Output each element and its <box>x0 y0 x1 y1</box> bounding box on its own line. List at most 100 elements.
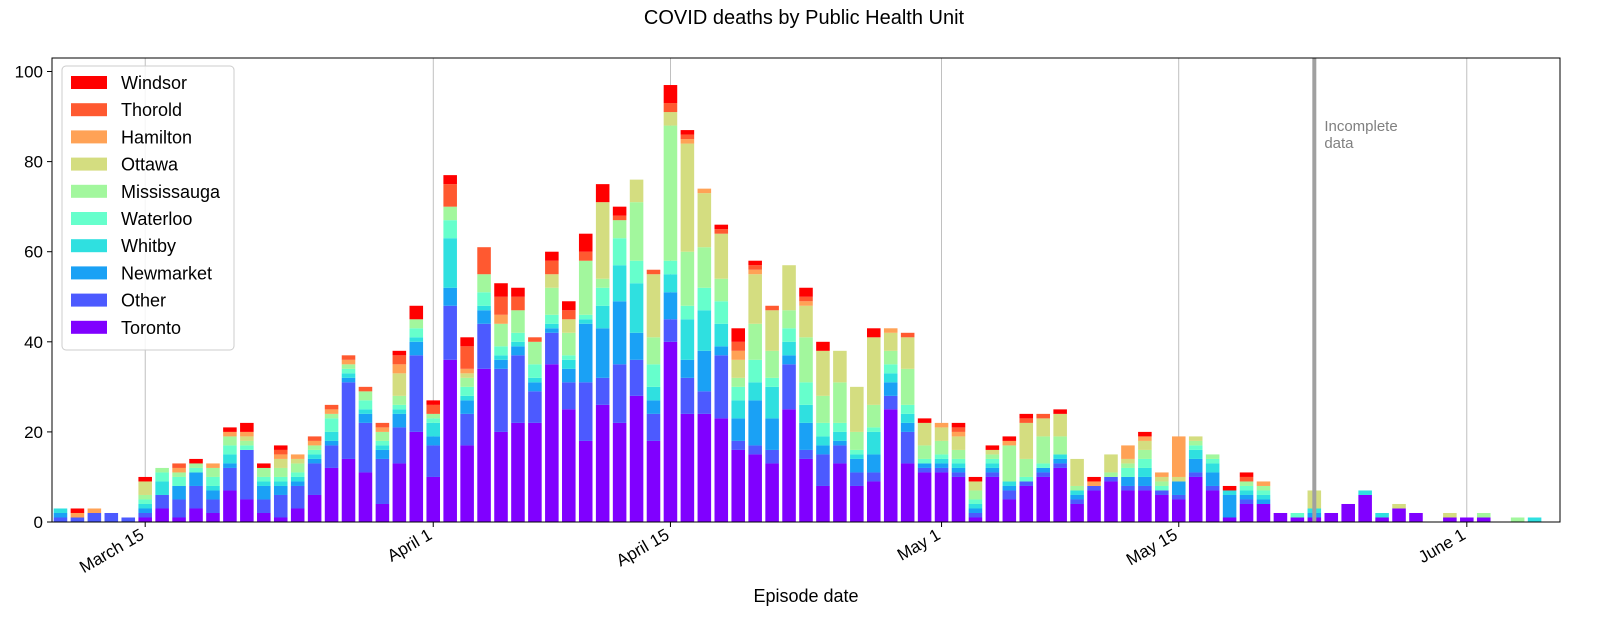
bar-hamilton-2020-05-12 <box>1121 445 1135 459</box>
bar-windsor-2020-05-19 <box>1239 472 1254 477</box>
bar-toronto-2020-05-18 <box>1222 517 1237 522</box>
bar-mississauga-2020-05-14 <box>1155 481 1169 486</box>
bar-mississauga-2020-03-26 <box>324 413 339 419</box>
bar-hamilton-2020-03-20 <box>223 431 237 437</box>
bar-mississauga-2020-05-08 <box>1053 436 1067 455</box>
bar-whitby-2020-04-05 <box>494 355 508 360</box>
bar-toronto-2020-05-05 <box>1002 499 1017 522</box>
bar-ottawa-2020-04-13 <box>629 179 644 203</box>
bar-ottawa-2020-04-30 <box>917 422 932 446</box>
bar-thorold-2020-03-25 <box>307 436 322 441</box>
bar-mississauga-2020-03-27 <box>341 364 356 369</box>
bar-newmarket-2020-04-25 <box>833 440 847 446</box>
bar-other-2020-05-08 <box>1053 463 1067 468</box>
bar-mississauga-2020-04-19 <box>731 377 746 387</box>
bar-mississauga-2020-05-01 <box>934 440 949 455</box>
bar-newmarket-2020-05-08 <box>1053 458 1067 464</box>
bar-waterloo-2020-04-04 <box>477 292 491 306</box>
bar-whitby-2020-04-10 <box>578 319 593 324</box>
bar-windsor-2020-04-10 <box>578 233 593 252</box>
bar-thorold-2020-04-10 <box>578 251 593 261</box>
bar-other-2020-05-14 <box>1155 490 1169 495</box>
bar-mississauga-2020-04-06 <box>511 310 525 333</box>
bar-ottawa-2020-04-22 <box>782 265 796 311</box>
bar-ottawa-2020-04-20 <box>748 274 762 324</box>
legend-label-windsor: Windsor <box>121 73 187 93</box>
bar-other-2020-04-11 <box>595 377 610 405</box>
bar-other-2020-03-12 <box>87 512 102 522</box>
bar-toronto-2020-05-01 <box>934 472 949 522</box>
bar-ottawa-2020-05-14 <box>1155 476 1169 482</box>
bar-other-2020-03-19 <box>206 499 220 513</box>
legend-label-thorold: Thorold <box>121 100 182 120</box>
bar-other-2020-04-28 <box>883 395 898 410</box>
bar-mississauga-2020-05-13 <box>1138 449 1152 459</box>
bar-toronto-2020-03-25 <box>307 494 322 522</box>
bar-toronto-2020-05-20 <box>1256 503 1271 522</box>
bar-other-2020-03-10 <box>53 517 68 522</box>
bar-newmarket-2020-05-15 <box>1171 481 1186 495</box>
bar-waterloo-2020-04-26 <box>850 449 864 455</box>
y-tick-label: 100 <box>15 63 43 82</box>
bar-toronto-2020-05-02 <box>951 476 966 522</box>
bar-mississauga-2020-03-23 <box>273 467 288 477</box>
bar-toronto-2020-04-14 <box>646 440 661 522</box>
bar-ottawa-2020-05-15 <box>1171 476 1186 482</box>
bar-whitby-2020-03-29 <box>375 445 390 450</box>
bar-waterloo-2020-04-25 <box>833 422 847 432</box>
x-tick-label: May 15 <box>1123 525 1181 569</box>
bar-mississauga-2020-06-02 <box>1476 512 1491 518</box>
bar-whitby-2020-04-08 <box>545 323 559 329</box>
bar-toronto-2020-03-16 <box>155 508 169 522</box>
bar-mississauga-2020-03-25 <box>307 445 322 450</box>
bar-thorold-2020-04-07 <box>528 337 542 342</box>
bar-mississauga-2020-04-09 <box>562 332 576 356</box>
bar-waterloo-2020-04-24 <box>816 422 830 437</box>
x-tick-label: May 1 <box>894 525 944 565</box>
bar-toronto-2020-03-20 <box>223 490 237 522</box>
bar-hamilton-2020-03-23 <box>273 454 288 459</box>
bar-hamilton-2020-03-25 <box>307 440 322 446</box>
bar-waterloo-2020-03-26 <box>324 418 339 432</box>
bar-mississauga-2020-03-22 <box>257 467 271 477</box>
bar-windsor-2020-05-03 <box>968 476 983 482</box>
bar-mississauga-2020-05-02 <box>951 449 966 459</box>
bar-toronto-2020-04-11 <box>595 404 610 522</box>
bar-ottawa-2020-04-26 <box>850 386 864 432</box>
bar-other-2020-03-17 <box>172 499 186 518</box>
bar-whitby-2020-04-13 <box>629 283 644 333</box>
bar-whitby-2020-05-02 <box>951 463 966 468</box>
bar-toronto-2020-04-16 <box>680 413 695 522</box>
bar-whitby-2020-04-04 <box>477 305 491 311</box>
bar-whitby-2020-04-21 <box>765 386 779 419</box>
bar-toronto-2020-05-24 <box>1324 512 1339 522</box>
bar-whitby-2020-04-14 <box>646 386 661 401</box>
bar-whitby-2020-04-09 <box>562 359 576 369</box>
bar-other-2020-05-16 <box>1188 472 1203 477</box>
bar-mississauga-2020-04-25 <box>833 382 847 423</box>
bar-toronto-2020-05-15 <box>1171 499 1186 522</box>
bar-waterloo-2020-04-16 <box>680 305 695 320</box>
legend-label-mississauga: Mississauga <box>121 182 221 202</box>
bar-whitby-2020-03-23 <box>273 481 288 486</box>
bar-toronto-2020-03-18 <box>189 508 203 522</box>
bar-whitby-2020-04-12 <box>612 265 627 302</box>
bar-whitby-2020-05-19 <box>1239 490 1254 495</box>
bar-mississauga-2020-04-13 <box>629 202 644 261</box>
bar-hamilton-2020-03-19 <box>206 463 220 468</box>
bar-other-2020-04-05 <box>494 368 508 432</box>
bar-toronto-2020-05-25 <box>1341 503 1355 522</box>
bar-whitby-2020-03-31 <box>409 337 424 342</box>
bar-toronto-2020-04-30 <box>917 472 932 522</box>
bar-whitby-2020-03-16 <box>155 481 169 495</box>
bar-other-2020-03-20 <box>223 467 237 491</box>
bar-thorold-2020-04-06 <box>511 296 525 311</box>
y-tick-label: 60 <box>24 243 43 262</box>
bar-newmarket-2020-05-03 <box>968 508 983 513</box>
bar-mississauga-2020-03-24 <box>290 463 305 473</box>
bar-other-2020-03-27 <box>341 382 356 459</box>
bar-newmarket-2020-04-22 <box>782 355 796 365</box>
bar-waterloo-2020-03-19 <box>206 476 220 486</box>
bar-mississauga-2020-04-27 <box>866 404 881 428</box>
bar-waterloo-2020-04-14 <box>646 364 661 387</box>
